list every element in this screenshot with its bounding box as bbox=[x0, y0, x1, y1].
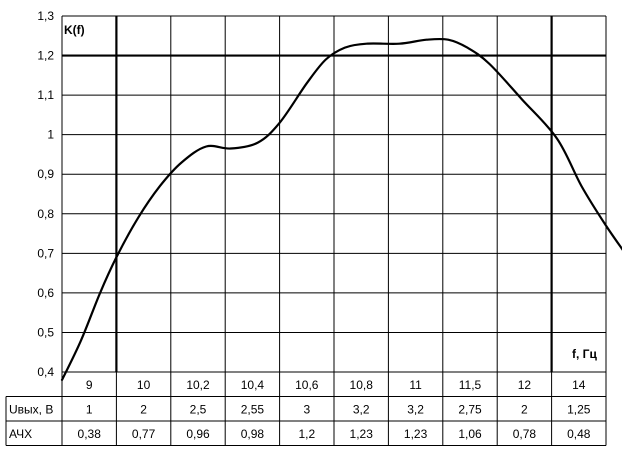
x-tick-label: 10,4 bbox=[241, 378, 265, 392]
table-cell: 2 bbox=[521, 402, 528, 416]
x-tick-label: 12 bbox=[518, 378, 532, 392]
x-tick-label: 14 bbox=[572, 378, 586, 392]
y-tick-label: 1 bbox=[47, 128, 54, 142]
table-cell: 3 bbox=[303, 402, 310, 416]
table-cell: 0,48 bbox=[567, 427, 591, 441]
table-cell: 2 bbox=[140, 402, 147, 416]
table-cell: 2,55 bbox=[241, 402, 265, 416]
x-tick-label: 10 bbox=[137, 378, 151, 392]
table-cell: 3,2 bbox=[407, 402, 424, 416]
x-tick-label: 11,5 bbox=[459, 378, 482, 392]
x-tick-label: 10,8 bbox=[350, 378, 374, 392]
table-row-label: АЧХ bbox=[9, 427, 32, 441]
table-cell: 1,25 bbox=[567, 402, 591, 416]
table-cell: 0,77 bbox=[132, 427, 156, 441]
series-line-response bbox=[60, 37, 622, 381]
grid bbox=[61, 15, 607, 373]
x-axis-label: f, Гц bbox=[572, 347, 597, 361]
y-tick-labels: 0,4 0,5 0,6 0,7 0,8 0,9 1 1,1 1,2 1,3 bbox=[37, 9, 54, 379]
table-cell: 0,98 bbox=[241, 427, 265, 441]
table-cell: 3,2 bbox=[353, 402, 370, 416]
y-tick-label: 0,7 bbox=[37, 246, 54, 260]
table-cell: 1,2 bbox=[298, 427, 315, 441]
y-tick-label: 1,2 bbox=[37, 49, 54, 63]
y-tick-label: 0,5 bbox=[37, 325, 54, 339]
table-cell: 2,5 bbox=[190, 402, 207, 416]
y-tick-label: 1,1 bbox=[37, 88, 54, 102]
table-cell: 1,23 bbox=[350, 427, 374, 441]
table-cell: 2,75 bbox=[458, 402, 482, 416]
y-tick-label: 0,6 bbox=[37, 286, 54, 300]
table-cell: 1,23 bbox=[404, 427, 428, 441]
x-tick-label: 10,6 bbox=[295, 378, 319, 392]
x-tick-label: 9 bbox=[86, 378, 93, 392]
y-tick-label: 0,9 bbox=[37, 167, 54, 181]
table-cell: 0,38 bbox=[78, 427, 102, 441]
x-tick-label: 10,2 bbox=[186, 378, 210, 392]
table-cell: 1 bbox=[86, 402, 93, 416]
table-cell: 1,06 bbox=[458, 427, 482, 441]
table-cell: 0,96 bbox=[186, 427, 210, 441]
table-cell: 0,78 bbox=[513, 427, 537, 441]
table-row-label: Uвых, В bbox=[9, 402, 53, 416]
x-tick-label: 11 bbox=[409, 378, 422, 392]
y-tick-label: 1,3 bbox=[37, 9, 54, 23]
y-tick-label: 0,4 bbox=[37, 365, 54, 379]
y-tick-label: 0,8 bbox=[37, 207, 54, 221]
y-axis-label: K(f) bbox=[64, 23, 85, 37]
